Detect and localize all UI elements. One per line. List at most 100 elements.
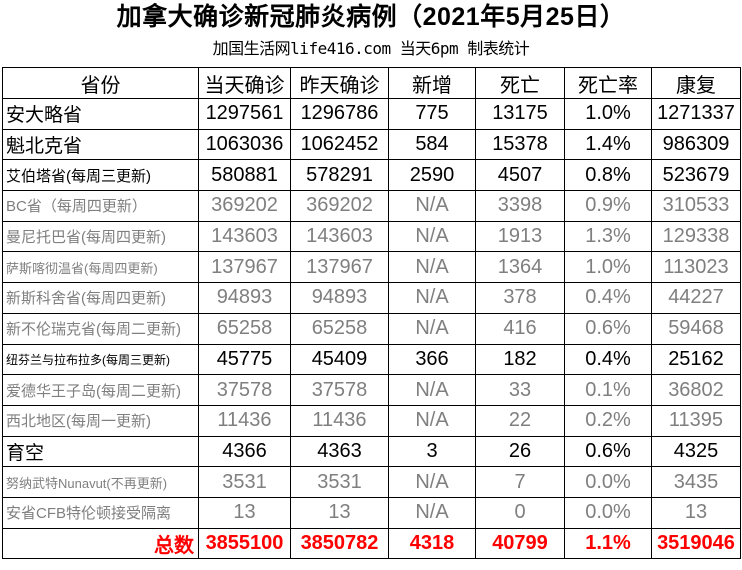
table-row: 新斯科舍省(每周四更新) 94893 94893 N/A 378 0.4% 44227 <box>2 282 741 314</box>
cell-death-rate: 0.6% <box>564 435 652 468</box>
cell-recovered: 25162 <box>651 343 741 376</box>
table-row: 曼尼托巴省(每周四更新) 143603 143603 N/A 1913 1.3% 12933… <box>2 220 741 253</box>
cell-recovered: 44227 <box>651 282 741 314</box>
cell-yesterday-confirmed: 37578 <box>290 374 389 406</box>
cell-yesterday-confirmed: 3531 <box>290 466 389 498</box>
cell-recovered: 59468 <box>651 312 741 345</box>
cell-yesterday-confirmed: 369202 <box>290 190 389 222</box>
cell-yesterday-confirmed: 13 <box>290 496 389 529</box>
table-row: 萨斯喀彻温省(每周四更新) 137967 137967 N/A 1364 1.0% 1130… <box>2 251 741 284</box>
cell-death-rate: 1.3% <box>564 220 652 253</box>
cell-death-rate: 0.4% <box>564 343 652 376</box>
cell-today-confirmed: 369202 <box>198 190 291 222</box>
table-row: 努纳武特Nunavut(不再更新) 3531 3531 N/A 7 0.0% 3435 <box>2 466 741 498</box>
cell-recovered: 4325 <box>651 435 741 468</box>
cell-new-cases: N/A <box>388 496 476 529</box>
cell-yesterday-confirmed: 137967 <box>290 251 389 284</box>
covid-cases-table: 省份 当天确诊 昨天确诊 新增 死亡 死亡率 康复 安大略省 1297561 1296786 77… <box>2 67 741 560</box>
cell-province: 努纳武特Nunavut(不再更新) <box>2 466 199 498</box>
cell-today-confirmed: 137967 <box>198 251 291 284</box>
cell-deaths: 33 <box>475 374 565 406</box>
table-row: 新不伦瑞克省(每周二更新) 65258 65258 N/A 416 0.6% 59468 <box>2 312 741 345</box>
cell-new-cases: N/A <box>388 466 476 498</box>
cell-today-confirmed: 4366 <box>198 435 291 468</box>
cell-yesterday-confirmed: 45409 <box>290 343 389 376</box>
table-row: 纽芬兰与拉布拉多(每周三更新) 45775 45409 366 182 0.4% 25162 <box>2 343 741 376</box>
cell-deaths: 13175 <box>475 98 565 130</box>
cell-new-cases: N/A <box>388 404 476 437</box>
cell-death-rate: 0.1% <box>564 374 652 406</box>
total-deaths: 40799 <box>475 527 565 560</box>
total-province: 总数 <box>2 527 199 560</box>
column-header-today-confirmed: 当天确诊 <box>198 67 291 99</box>
column-header-death-rate: 死亡率 <box>564 67 652 99</box>
cell-province: BC省（每周四更新） <box>2 190 199 222</box>
cell-deaths: 26 <box>475 435 565 468</box>
cell-new-cases: N/A <box>388 374 476 406</box>
cell-province: 萨斯喀彻温省(每周四更新) <box>2 251 199 284</box>
table-row: 安大略省 1297561 1296786 775 13175 1.0% 1271337 <box>2 98 741 130</box>
cell-province: 新不伦瑞克省(每周二更新) <box>2 312 199 345</box>
page-title: 加拿大确诊新冠肺炎病例（2021年5月25日） <box>116 3 626 31</box>
cell-recovered: 113023 <box>651 251 741 284</box>
cell-province: 魁北克省 <box>2 128 199 161</box>
table-row: 西北地区(每周一更新) 11436 11436 N/A 22 0.2% 11395 <box>2 404 741 437</box>
cell-province: 西北地区(每周一更新) <box>2 404 199 437</box>
table-row: 安省CFB特伦顿接受隔离 13 13 N/A 0 0.0% 13 <box>2 496 741 529</box>
cell-death-rate: 0.6% <box>564 312 652 345</box>
cell-new-cases: N/A <box>388 312 476 345</box>
cell-today-confirmed: 65258 <box>198 312 291 345</box>
cell-new-cases: 3 <box>388 435 476 468</box>
cell-recovered: 13 <box>651 496 741 529</box>
cell-new-cases: N/A <box>388 282 476 314</box>
cell-deaths: 4507 <box>475 159 565 192</box>
cell-deaths: 0 <box>475 496 565 529</box>
column-header-province: 省份 <box>2 67 199 99</box>
cell-death-rate: 1.4% <box>564 128 652 161</box>
column-header-deaths: 死亡 <box>475 67 565 99</box>
cell-new-cases: N/A <box>388 220 476 253</box>
cell-yesterday-confirmed: 94893 <box>290 282 389 314</box>
cell-province: 安省CFB特伦顿接受隔离 <box>2 496 199 529</box>
cell-death-rate: 1.0% <box>564 251 652 284</box>
cell-new-cases: 366 <box>388 343 476 376</box>
cell-deaths: 22 <box>475 404 565 437</box>
cell-deaths: 416 <box>475 312 565 345</box>
total-yesterday-confirmed: 3850782 <box>290 527 389 560</box>
table-row: BC省（每周四更新） 369202 369202 N/A 3398 0.9% 310533 <box>2 190 741 222</box>
cell-yesterday-confirmed: 1296786 <box>290 98 389 130</box>
total-row: 总数 3855100 3850782 4318 40799 1.1% 3519046 <box>2 527 741 560</box>
table-header-row: 省份 当天确诊 昨天确诊 新增 死亡 死亡率 康复 <box>2 67 741 99</box>
cell-recovered: 1271337 <box>651 98 741 130</box>
cell-province: 安大略省 <box>2 98 199 130</box>
cell-yesterday-confirmed: 1062452 <box>290 128 389 161</box>
cell-today-confirmed: 37578 <box>198 374 291 406</box>
cell-province: 新斯科舍省(每周四更新) <box>2 282 199 314</box>
cell-yesterday-confirmed: 578291 <box>290 159 389 192</box>
cell-province: 艾伯塔省(每周三更新) <box>2 159 199 192</box>
cell-province: 曼尼托巴省(每周四更新) <box>2 220 199 253</box>
cell-today-confirmed: 13 <box>198 496 291 529</box>
cell-deaths: 378 <box>475 282 565 314</box>
cell-province: 纽芬兰与拉布拉多(每周三更新) <box>2 343 199 376</box>
cell-recovered: 11395 <box>651 404 741 437</box>
table-row: 艾伯塔省(每周三更新) 580881 578291 2590 4507 0.8% 52367… <box>2 159 741 192</box>
cell-yesterday-confirmed: 4363 <box>290 435 389 468</box>
cell-yesterday-confirmed: 65258 <box>290 312 389 345</box>
cell-recovered: 523679 <box>651 159 741 192</box>
table-row: 爱德华王子岛(每周二更新) 37578 37578 N/A 33 0.1% 36802 <box>2 374 741 406</box>
column-header-new-cases: 新增 <box>388 67 476 99</box>
column-header-yesterday-confirmed: 昨天确诊 <box>290 67 389 99</box>
cell-recovered: 986309 <box>651 128 741 161</box>
column-header-recovered: 康复 <box>651 67 741 99</box>
cell-death-rate: 1.0% <box>564 98 652 130</box>
cell-today-confirmed: 94893 <box>198 282 291 314</box>
cell-deaths: 1364 <box>475 251 565 284</box>
cell-yesterday-confirmed: 11436 <box>290 404 389 437</box>
table-row: 魁北克省 1063036 1062452 584 15378 1.4% 986309 <box>2 128 741 161</box>
cell-today-confirmed: 11436 <box>198 404 291 437</box>
cell-today-confirmed: 1063036 <box>198 128 291 161</box>
cell-death-rate: 0.8% <box>564 159 652 192</box>
cell-today-confirmed: 580881 <box>198 159 291 192</box>
cell-death-rate: 0.0% <box>564 496 652 529</box>
